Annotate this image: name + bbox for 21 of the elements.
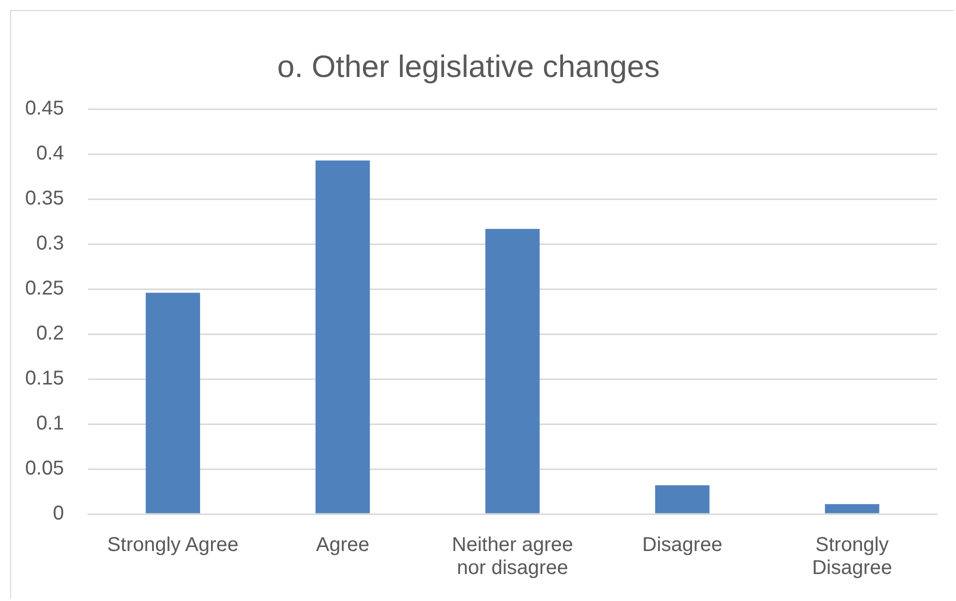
y-tick-label: 0.4 xyxy=(36,142,64,165)
bar xyxy=(824,504,880,514)
y-tick-label: 0.3 xyxy=(36,232,64,255)
y-tick-label: 0.1 xyxy=(36,412,64,435)
y-tick-label: 0.25 xyxy=(25,278,64,300)
y-tick-label: 0 xyxy=(52,502,64,525)
x-tick-label: Strongly Disagree xyxy=(812,534,892,580)
bar xyxy=(485,228,540,514)
x-tick-label: Disagree xyxy=(642,534,722,556)
bar xyxy=(146,292,200,514)
y-tick-label: 0.15 xyxy=(25,368,64,390)
y-tick-label: 0.35 xyxy=(25,188,64,210)
x-tick-label: Strongly Agree xyxy=(107,534,238,556)
x-tick-label: Agree xyxy=(316,534,370,556)
y-tick-label: 0.45 xyxy=(25,98,64,120)
bar xyxy=(655,485,710,514)
y-tick-label: 0.05 xyxy=(25,458,64,480)
chart-title: o. Other legislative changes xyxy=(277,49,660,84)
x-tick-label: Neither agree nor disagree xyxy=(452,534,574,580)
bar xyxy=(316,160,370,514)
y-tick-label: 0.2 xyxy=(36,322,64,345)
